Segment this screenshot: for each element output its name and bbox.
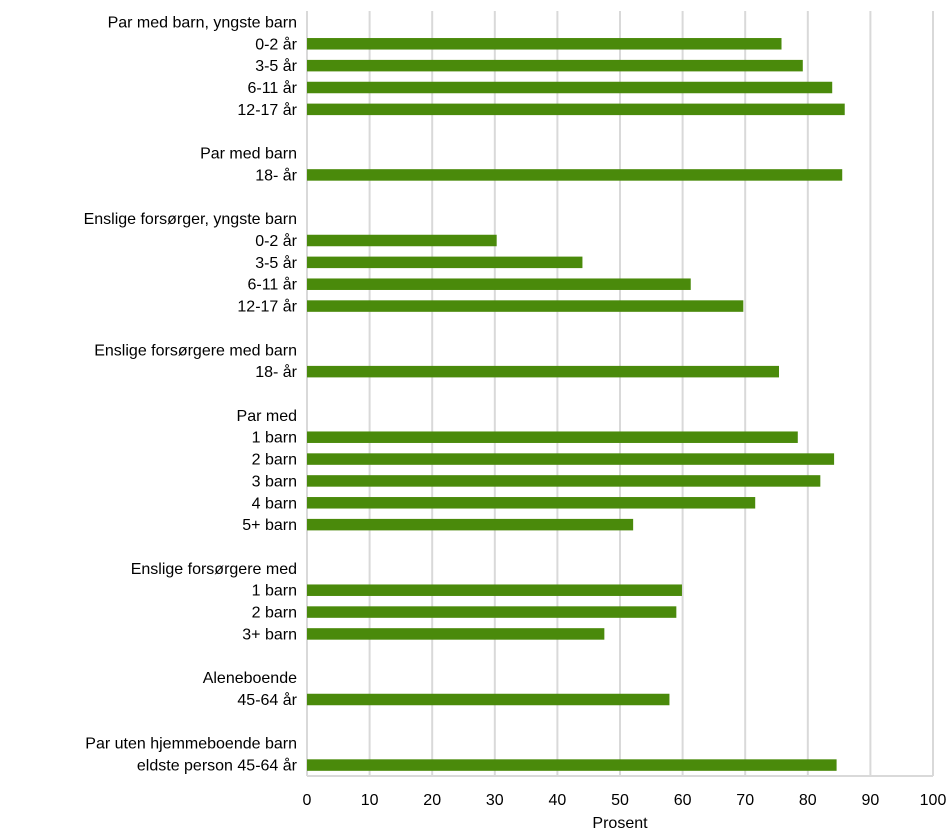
bar bbox=[307, 300, 744, 312]
x-tick-label: 50 bbox=[611, 792, 629, 809]
bar bbox=[307, 278, 691, 290]
category-label: 18- år bbox=[255, 363, 297, 381]
bars bbox=[307, 38, 845, 771]
gridlines bbox=[306, 11, 934, 777]
bar bbox=[307, 584, 682, 596]
category-label: 4 barn bbox=[252, 495, 297, 512]
bar bbox=[307, 475, 821, 487]
bar bbox=[307, 628, 605, 640]
category-label: 1 barn bbox=[252, 430, 297, 447]
category-label: 6-11 år bbox=[247, 79, 297, 97]
category-label: 2 barn bbox=[252, 452, 297, 469]
category-label: 6-11 år bbox=[247, 276, 297, 294]
category-label: 3 barn bbox=[252, 473, 297, 490]
category-label: 2 barn bbox=[252, 605, 297, 622]
category-label: 45-64 år bbox=[237, 691, 297, 709]
x-tick-label: 20 bbox=[423, 792, 441, 809]
x-tick-label: 10 bbox=[361, 792, 379, 809]
x-tick-label: 60 bbox=[674, 792, 692, 809]
x-tick-label: 70 bbox=[736, 792, 754, 809]
category-label: 3-5 år bbox=[255, 254, 297, 272]
bar bbox=[307, 59, 803, 72]
category-label: 0-2 år bbox=[255, 35, 297, 53]
category-label: eldste person 45-64 år bbox=[137, 757, 298, 775]
category-label: 3-5 år bbox=[255, 57, 297, 75]
x-tick-labels: 0 10 20 30 40 50 60 70 80 90 100 bbox=[303, 792, 947, 809]
category-label: 0-2 år bbox=[255, 232, 297, 250]
bar bbox=[307, 606, 677, 618]
group-label: Enslige forsørger, yngste barn bbox=[84, 211, 297, 228]
group-label: Enslige forsørgere med bbox=[131, 561, 297, 578]
group-label: Enslige forsørgere med barn bbox=[94, 342, 297, 359]
category-label: 18- år bbox=[255, 166, 297, 184]
bar bbox=[307, 365, 780, 378]
group-label: Par uten hjemmeboende barn bbox=[85, 736, 297, 753]
group-label: Aleneboende bbox=[203, 670, 297, 687]
category-label: 3+ barn bbox=[242, 626, 297, 643]
bar bbox=[307, 81, 833, 94]
bar bbox=[307, 431, 798, 443]
category-label: 12-17 år bbox=[237, 101, 297, 119]
x-tick-label: 40 bbox=[549, 792, 567, 809]
x-axis-label: Prosent bbox=[592, 815, 648, 832]
group-label: Par med barn bbox=[200, 146, 297, 163]
category-labels: Par med barn, yngste barn 0-2 år 3-5 år 6-1… bbox=[84, 14, 298, 774]
bar bbox=[307, 759, 837, 771]
bar bbox=[307, 169, 843, 181]
x-tick-label: 80 bbox=[799, 792, 817, 809]
bar bbox=[307, 256, 583, 269]
x-tick-label: 100 bbox=[920, 792, 947, 809]
x-tick-label: 0 bbox=[303, 792, 312, 809]
category-label: 1 barn bbox=[252, 583, 297, 600]
bar bbox=[307, 693, 670, 706]
category-label: 12-17 år bbox=[237, 298, 297, 316]
bar bbox=[307, 453, 835, 465]
bar bbox=[307, 234, 497, 247]
x-tick-label: 90 bbox=[862, 792, 880, 809]
x-tick-label: 30 bbox=[486, 792, 504, 809]
category-label: 5+ barn bbox=[242, 517, 297, 534]
bar bbox=[307, 38, 782, 50]
bar bbox=[307, 103, 845, 116]
group-label: Par med bbox=[237, 408, 297, 425]
bar bbox=[307, 518, 634, 531]
group-label: Par med barn, yngste barn bbox=[108, 14, 297, 31]
bar bbox=[307, 497, 756, 509]
